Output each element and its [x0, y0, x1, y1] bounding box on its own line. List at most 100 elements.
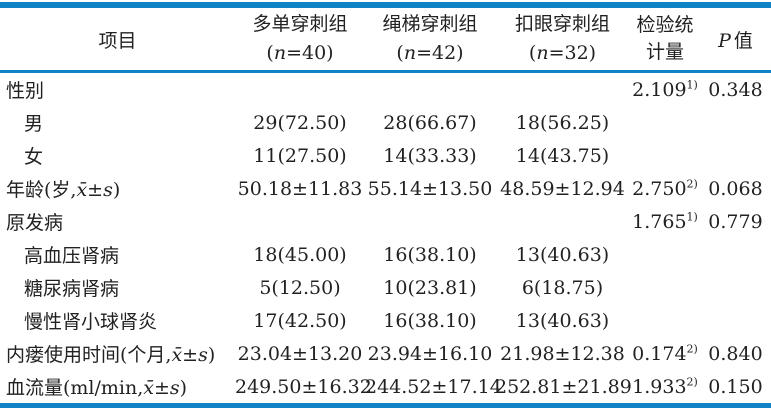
- table-top-rule: [0, 2, 771, 8]
- table-row: 年龄(岁,x̄±s) 50.18±11.83 55.14±13.50 48.59…: [0, 172, 771, 205]
- group-sample-size: (n=32): [495, 39, 630, 68]
- cell-group2-value: 28(66.67): [383, 111, 477, 134]
- cell-statistic: 1.7651): [630, 211, 700, 233]
- table-row: 慢性肾小球肾炎 17(42.50) 16(38.10) 13(40.63): [0, 304, 771, 337]
- statistic-superscript: 2): [686, 177, 698, 191]
- row-label: 男: [0, 109, 235, 136]
- cell-group3-value: 48.59±12.94: [500, 177, 625, 200]
- row-label: 年龄(岁,x̄±s): [0, 175, 235, 202]
- cell-group3-value: 13(40.63): [515, 243, 610, 266]
- statistic-value: 0.174: [632, 342, 687, 365]
- n-paren-open: (: [396, 42, 404, 64]
- p-suffix: 值: [733, 29, 753, 52]
- n-symbol: n: [536, 42, 549, 64]
- cell-group3-value: 6(18.75): [521, 276, 604, 299]
- table-row: 血流量(ml/min,x̄±s) 249.50±16.32 244.52±17.…: [0, 370, 771, 403]
- row-label-close: ): [179, 377, 188, 399]
- cell-group1-value: 11(27.50): [253, 144, 347, 167]
- table-row: 糖尿病肾病 5(12.50) 10(23.81) 6(18.75): [0, 271, 771, 304]
- table-bottom-rule: [0, 403, 771, 408]
- row-label: 原发病: [0, 208, 235, 235]
- row-label: 性别: [0, 76, 235, 103]
- row-label-text: 慢性肾小球肾炎: [24, 311, 158, 333]
- cell-group1-value: 29(72.50): [253, 111, 347, 134]
- n-value: =40): [286, 42, 334, 64]
- row-label-text: 原发病: [6, 212, 64, 234]
- cell-pvalue: 0.779: [708, 210, 763, 233]
- row-label-math: x̄±s: [171, 344, 208, 366]
- cell-group1-value: 23.04±13.20: [237, 342, 363, 365]
- statistic-value: 2.109: [632, 78, 687, 101]
- table-row: 性别 2.1091) 0.348: [0, 73, 771, 106]
- column-header-group-1: 多单穿刺组 (n=40): [235, 10, 365, 68]
- cell-pvalue: 0.068: [708, 177, 763, 200]
- row-label: 慢性肾小球肾炎: [0, 307, 235, 334]
- row-label: 高血压肾病: [0, 241, 235, 268]
- row-label-text: 性别: [6, 80, 45, 102]
- cell-statistic: 0.1742): [630, 343, 700, 365]
- cell-group1-value: 50.18±11.83: [237, 177, 363, 200]
- row-label-close: ): [112, 179, 121, 201]
- cell-group2-value: 244.52±17.14: [365, 375, 502, 398]
- n-value: =32): [548, 42, 597, 64]
- cell-group1-value: 5(12.50): [259, 276, 341, 299]
- row-label-text: 糖尿病肾病: [24, 278, 120, 300]
- table-row: 女 11(27.50) 14(33.33) 14(43.75): [0, 139, 771, 172]
- cell-group3-value: 21.98±12.38: [500, 342, 625, 365]
- cell-pvalue: 0.840: [708, 342, 763, 365]
- row-label: 内瘘使用时间(个月,x̄±s): [0, 340, 235, 367]
- cell-group3-value: 13(40.63): [515, 309, 610, 332]
- cell-statistic: 2.1091): [630, 79, 700, 101]
- n-symbol: n: [403, 42, 417, 64]
- row-label-text: 女: [24, 146, 44, 168]
- n-symbol: n: [273, 42, 287, 64]
- n-paren-open: (: [266, 42, 274, 64]
- cell-group2-value: 16(38.10): [383, 243, 477, 266]
- cell-group2-value: 16(38.10): [383, 309, 477, 332]
- row-label-close: ): [207, 344, 216, 366]
- column-header-group-2: 绳梯穿刺组 (n=42): [365, 10, 495, 68]
- group-sample-size: (n=42): [365, 39, 495, 68]
- row-label-math: x̄±s: [76, 179, 113, 201]
- column-header-group-3: 扣眼穿刺组 (n=32): [495, 10, 630, 68]
- cell-group3-value: 18(56.25): [515, 111, 610, 134]
- row-label-text: 血流量(ml/min,: [6, 377, 144, 399]
- statistic-label: 检验统计量: [636, 14, 694, 63]
- cell-group3-value: 252.81±21.89: [495, 375, 632, 398]
- cell-statistic: 1.9332): [630, 376, 700, 398]
- n-value: =42): [416, 42, 464, 64]
- n-paren-open: (: [528, 42, 537, 64]
- statistic-superscript: 2): [686, 342, 698, 356]
- table-header-row: 项目 多单穿刺组 (n=40) 绳梯穿刺组 (n=42) 扣眼穿刺组 (n=32…: [0, 8, 771, 70]
- table-header-rule: [0, 70, 771, 73]
- statistic-superscript: 1): [686, 78, 698, 92]
- table-row: 原发病 1.7651) 0.779: [0, 205, 771, 238]
- cell-statistic: 2.7502): [630, 178, 700, 200]
- column-header-item: 项目: [98, 29, 137, 52]
- column-header-statistic: 检验统计量: [630, 12, 700, 66]
- row-label-math: x̄±s: [143, 377, 180, 399]
- statistic-value: 1.765: [632, 210, 687, 233]
- cell-group1-value: 18(45.00): [253, 243, 347, 266]
- cell-pvalue: 0.150: [708, 375, 763, 398]
- cell-group3-value: 14(43.75): [515, 144, 610, 167]
- group-name: 多单穿刺组: [252, 13, 348, 35]
- cell-group2-value: 10(23.81): [383, 276, 477, 299]
- p-symbol: P: [718, 29, 731, 52]
- table-body: 性别 2.1091) 0.348 男 29(72.50) 28(66.67) 1…: [0, 73, 771, 403]
- table-row: 男 29(72.50) 28(66.67) 18(56.25): [0, 106, 771, 139]
- row-label: 女: [0, 142, 235, 169]
- statistic-value: 2.750: [632, 177, 687, 200]
- statistic-superscript: 2): [686, 375, 698, 389]
- cell-group2-value: 14(33.33): [383, 144, 477, 167]
- cell-group2-value: 23.94±16.10: [367, 342, 493, 365]
- row-label: 糖尿病肾病: [0, 274, 235, 301]
- group-name: 绳梯穿刺组: [382, 13, 478, 35]
- cell-group1-value: 249.50±16.32: [235, 375, 372, 398]
- statistic-value: 1.933: [632, 375, 687, 398]
- row-label-text: 年龄(岁,: [6, 179, 77, 201]
- cell-group2-value: 55.14±13.50: [367, 177, 493, 200]
- cell-group1-value: 17(42.50): [253, 309, 347, 332]
